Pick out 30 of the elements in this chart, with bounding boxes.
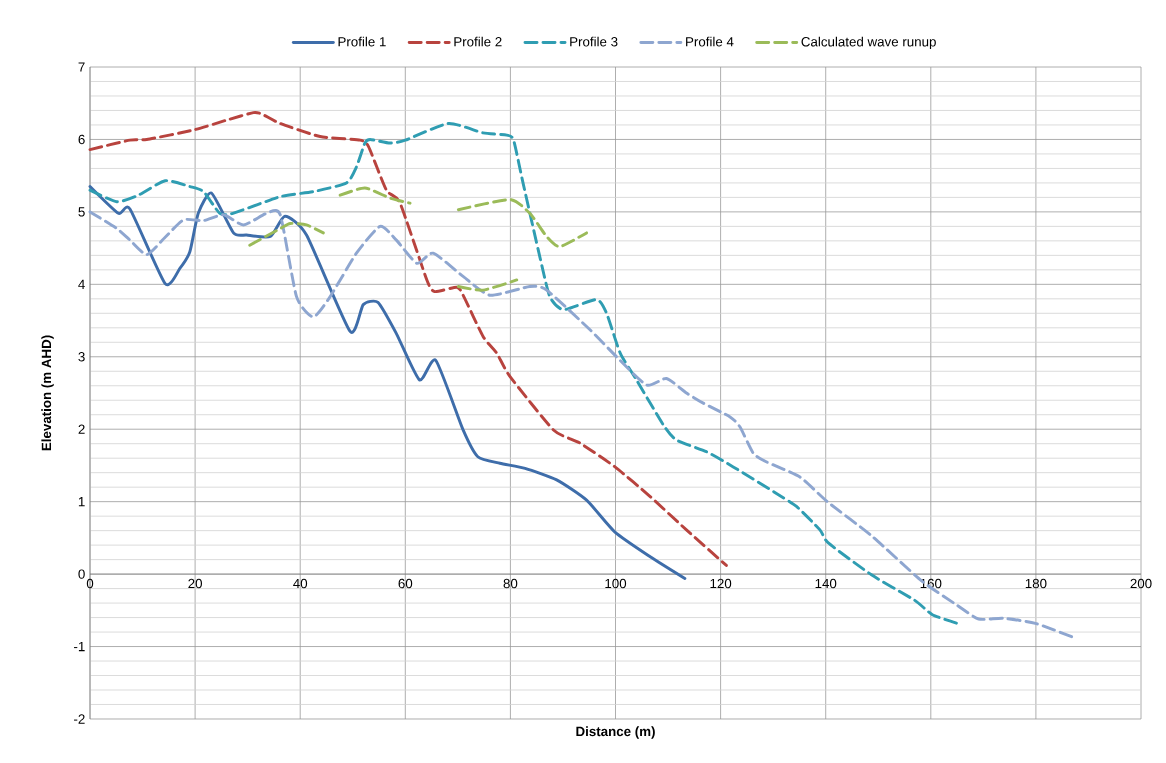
x-tick-label: 180 (1025, 578, 1047, 589)
legend-label: Profile 4 (686, 36, 734, 47)
y-axis-title: Elevation (m AHD) (41, 335, 54, 451)
x-tick-label: 20 (188, 578, 203, 589)
line-series (88, 111, 728, 567)
y-tick-label: 3 (78, 352, 85, 362)
x-tick-label: 200 (1130, 578, 1152, 589)
y-tick-label: 2 (78, 424, 85, 434)
line-series (88, 122, 959, 625)
y-tick-label: 0 (78, 569, 85, 579)
x-axis-title: Distance (m) (576, 726, 655, 739)
line-series (88, 185, 687, 580)
y-tick-label: 6 (78, 134, 85, 145)
x-tick-label: 140 (815, 578, 837, 589)
y-tick-label: 5 (78, 207, 85, 217)
x-tick-label: 60 (398, 578, 413, 589)
x-tick-label: 80 (503, 578, 518, 589)
y-tick-label: -1 (74, 641, 85, 652)
y-tick-label: 1 (78, 497, 85, 507)
y-tick-label: 4 (78, 279, 85, 289)
x-tick-label: 120 (710, 578, 732, 589)
legend-label: Calculated wave runup (801, 36, 936, 50)
y-tick-label: -2 (74, 714, 85, 724)
y-tick-label: 7 (78, 62, 85, 72)
legend-label: Profile 2 (454, 36, 502, 47)
x-tick-label: 0 (86, 578, 94, 589)
x-tick-label: 40 (293, 578, 308, 589)
legend-label: Profile 1 (338, 36, 386, 47)
legend-label: Profile 3 (570, 36, 618, 47)
x-tick-label: 100 (605, 578, 627, 589)
